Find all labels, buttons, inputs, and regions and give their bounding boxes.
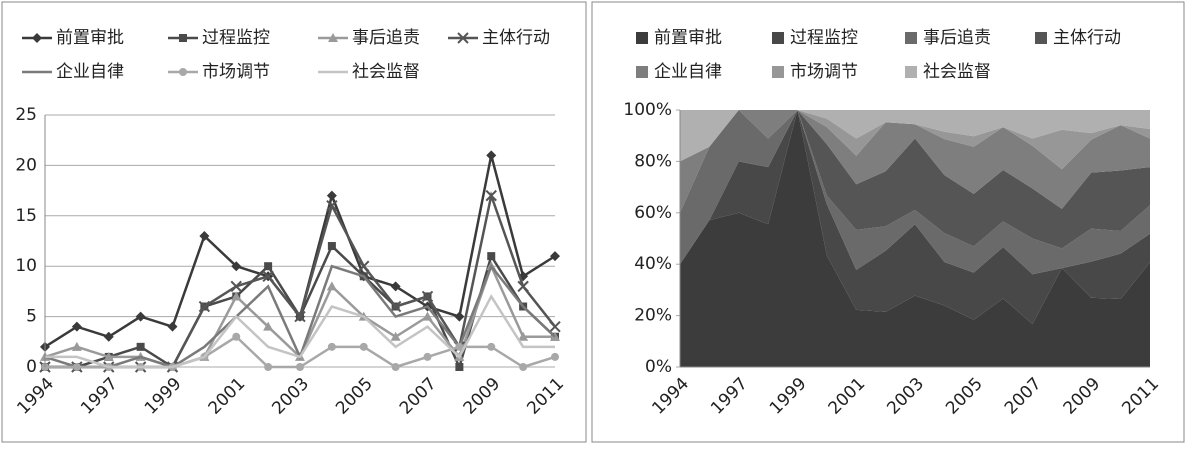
marker (487, 342, 496, 351)
marker (390, 281, 401, 292)
marker (179, 68, 187, 76)
area (680, 110, 1150, 367)
y-tick-label: 40% (634, 254, 672, 274)
legend-swatch (772, 66, 784, 78)
legend-swatch (636, 32, 648, 44)
y-tick-label: 10 (15, 256, 37, 276)
marker (326, 190, 337, 201)
marker (103, 351, 114, 361)
marker (167, 321, 178, 332)
marker (455, 363, 464, 371)
marker (32, 33, 42, 43)
marker (486, 150, 497, 161)
legend-label: 过程监控 (202, 28, 270, 48)
marker (487, 252, 496, 261)
marker (421, 290, 434, 303)
marker (71, 321, 82, 332)
area (680, 110, 1150, 170)
marker (457, 32, 469, 44)
marker (518, 331, 529, 341)
marker (230, 280, 242, 293)
left-panel (1, 1, 587, 443)
marker (264, 262, 273, 271)
line (45, 293, 555, 369)
area (680, 110, 1150, 213)
legend-label: 前置审批 (654, 28, 722, 48)
marker (198, 300, 211, 313)
legend-swatch (1035, 32, 1047, 44)
y-tick-label: 100% (623, 100, 672, 120)
marker (231, 261, 242, 272)
marker (326, 281, 337, 291)
y-tick-label: 80% (634, 151, 672, 171)
marker (549, 320, 561, 333)
marker (551, 352, 559, 361)
y-tick-label: 60% (634, 203, 672, 223)
marker (103, 331, 114, 342)
marker (263, 321, 274, 331)
legend-label: 主体行动 (482, 28, 550, 48)
marker (517, 280, 529, 293)
y-tick-label: 5 (26, 307, 37, 327)
y-tick-label: 0 (26, 357, 37, 377)
marker (231, 291, 242, 301)
legend-label: 过程监控 (790, 28, 858, 48)
marker (296, 363, 304, 371)
marker (454, 311, 465, 322)
marker (199, 230, 210, 241)
marker (135, 311, 146, 322)
y-tick-label: 25 (15, 105, 37, 125)
marker (294, 310, 306, 323)
marker (423, 352, 432, 361)
area (680, 110, 1150, 275)
marker (232, 332, 241, 341)
legend-swatch (636, 66, 648, 78)
area (680, 110, 1150, 162)
marker (327, 242, 336, 251)
marker (136, 342, 145, 351)
legend-label: 企业自律 (654, 62, 722, 82)
marker (519, 363, 528, 371)
area (680, 110, 1150, 249)
marker (389, 300, 402, 313)
y-tick-label: 0% (645, 357, 672, 377)
marker (328, 33, 338, 42)
legend-label: 企业自律 (56, 62, 124, 82)
legend-swatch (905, 66, 917, 78)
legend-label: 事后追责 (352, 28, 420, 48)
marker (262, 270, 274, 282)
marker (550, 251, 560, 262)
marker (71, 341, 82, 351)
y-tick-label: 20 (15, 155, 37, 175)
marker (422, 311, 433, 321)
y-tick-label: 15 (15, 206, 37, 226)
legend-label: 社会监督 (923, 62, 991, 82)
area (680, 110, 1150, 325)
marker (390, 331, 401, 341)
marker (327, 342, 336, 351)
marker (485, 189, 497, 202)
legend-label: 市场调节 (202, 62, 270, 82)
legend-swatch (772, 32, 784, 44)
marker (455, 342, 464, 351)
marker (179, 34, 187, 42)
legend-label: 社会监督 (352, 62, 420, 82)
legend-label: 市场调节 (790, 62, 858, 82)
marker (264, 363, 273, 371)
y-tick-label: 20% (634, 306, 672, 326)
legend-label: 事后追责 (923, 28, 991, 48)
legend-swatch (905, 32, 917, 44)
legend-label: 前置审批 (56, 28, 124, 48)
marker (359, 342, 368, 351)
marker (326, 200, 338, 212)
marker (358, 260, 370, 272)
legend-label: 主体行动 (1053, 28, 1121, 48)
marker (72, 363, 81, 371)
marker (391, 363, 400, 371)
